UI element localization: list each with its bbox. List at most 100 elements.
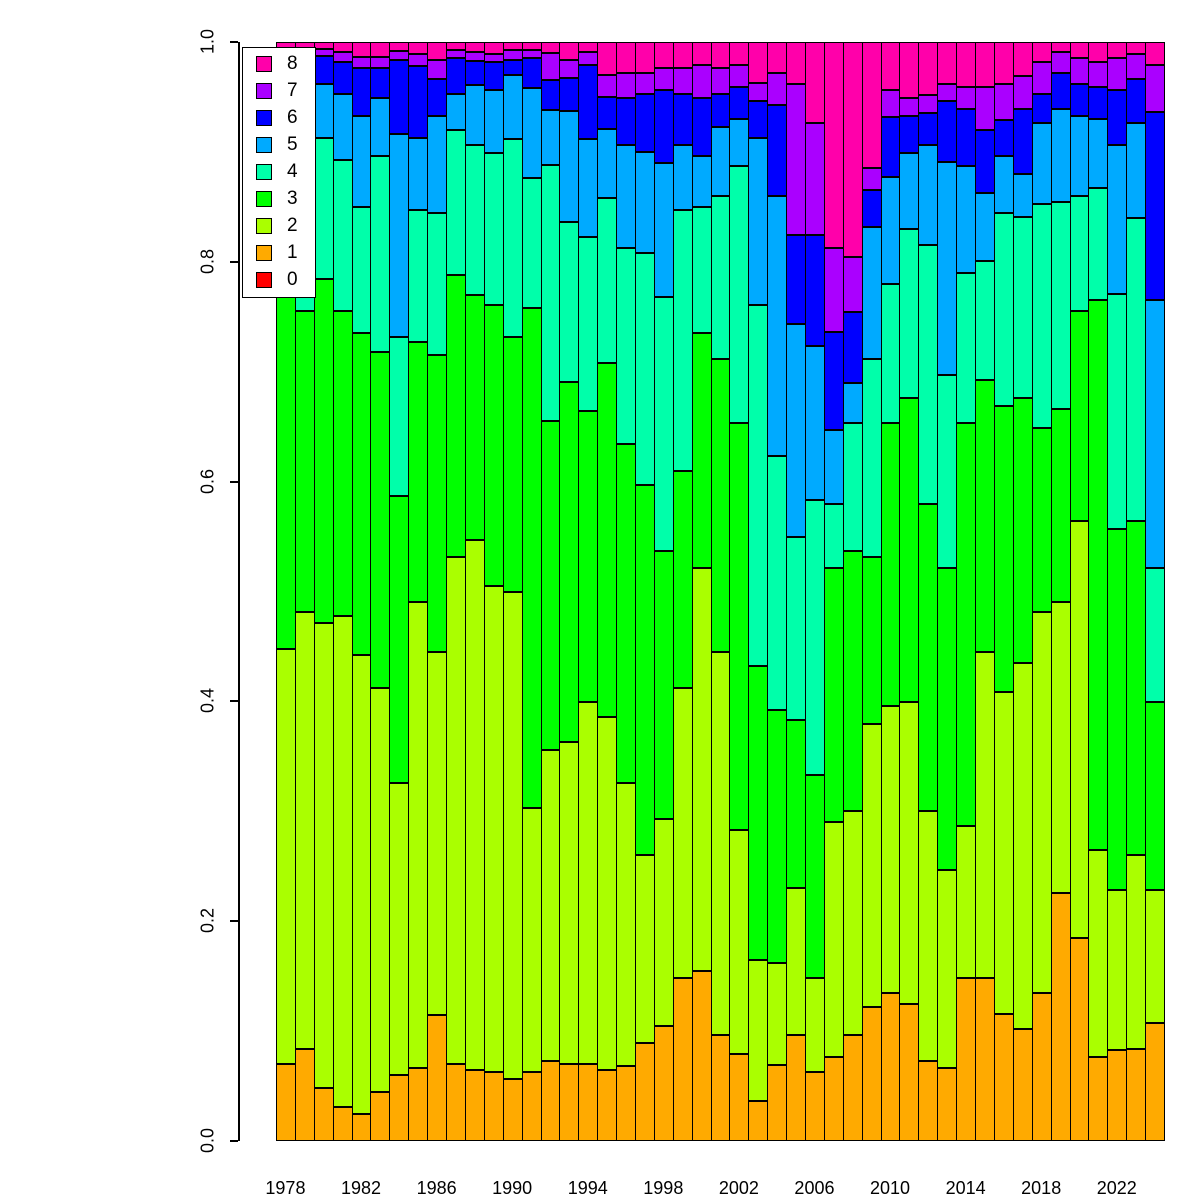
legend-label: 5 bbox=[287, 134, 298, 155]
bar-segment-cat6-1982 bbox=[352, 68, 371, 116]
bar-segment-cat5-2020 bbox=[1070, 116, 1089, 196]
legend-swatch-4 bbox=[256, 164, 272, 180]
bar-segment-cat4-1980 bbox=[314, 138, 334, 279]
bar-segment-cat3-1997 bbox=[635, 485, 655, 855]
bar-segment-cat2-1987 bbox=[446, 557, 466, 1064]
bar-segment-cat6-2006 bbox=[805, 235, 825, 346]
y-axis-tick-label: 0.8 bbox=[197, 248, 218, 274]
bar-segment-cat3-1980 bbox=[314, 279, 334, 623]
bar-segment-cat8-2008 bbox=[843, 42, 863, 257]
bar-segment-cat2-1984 bbox=[389, 783, 409, 1075]
bar-segment-cat3-2004 bbox=[767, 710, 787, 963]
bar-segment-cat8-1980 bbox=[314, 42, 334, 49]
legend-swatch-8 bbox=[256, 56, 272, 72]
bar-segment-cat1-2012 bbox=[918, 1061, 938, 1141]
bar-segment-cat6-2022 bbox=[1107, 90, 1127, 145]
bar-segment-cat3-1998 bbox=[654, 551, 674, 819]
bar-segment-cat4-2003 bbox=[748, 305, 768, 666]
bar-segment-cat7-1995 bbox=[597, 75, 617, 97]
bar-segment-cat2-2004 bbox=[767, 963, 787, 1065]
bar-segment-cat3-1984 bbox=[389, 496, 409, 783]
bar-segment-cat7-2005 bbox=[786, 84, 806, 235]
bar-segment-cat8-2018 bbox=[1032, 42, 1052, 62]
bar-segment-cat5-1991 bbox=[522, 88, 542, 178]
bar-segment-cat2-1990 bbox=[503, 592, 523, 1079]
bar-segment-cat1-2011 bbox=[899, 1004, 919, 1141]
bar-segment-cat2-1991 bbox=[522, 808, 542, 1072]
bar-segment-cat8-1996 bbox=[616, 42, 636, 73]
bar-segment-cat5-2003 bbox=[748, 138, 768, 305]
bar-segment-cat1-1978 bbox=[276, 1064, 296, 1141]
bar-segment-cat1-1995 bbox=[597, 1070, 617, 1141]
bar-segment-cat6-2004 bbox=[767, 105, 787, 196]
y-axis-tick-label: 0.4 bbox=[197, 688, 218, 714]
bar-segment-cat6-2024 bbox=[1145, 112, 1165, 300]
bar-segment-cat6-2010 bbox=[881, 117, 900, 177]
legend-item-8: 8 bbox=[243, 51, 315, 78]
bar-segment-cat6-1990 bbox=[503, 60, 523, 75]
bar-segment-cat8-2014 bbox=[956, 42, 976, 87]
bar-segment-cat6-2019 bbox=[1051, 73, 1071, 109]
bar-segment-cat1-1993 bbox=[559, 1064, 579, 1141]
bar-segment-cat3-2012 bbox=[918, 504, 938, 811]
bar-segment-cat5-1980 bbox=[314, 84, 334, 138]
bar-segment-cat5-2023 bbox=[1126, 123, 1146, 218]
bar-segment-cat1-1997 bbox=[635, 1043, 655, 1141]
bar-segment-cat2-1982 bbox=[352, 655, 371, 1114]
legend-swatch-1 bbox=[256, 245, 272, 261]
bar-segment-cat5-1998 bbox=[654, 163, 674, 297]
bar-segment-cat3-2013 bbox=[937, 568, 957, 870]
bar-segment-cat3-1985 bbox=[408, 342, 428, 602]
bar-segment-cat1-2024 bbox=[1145, 1023, 1165, 1141]
y-axis-tick bbox=[230, 920, 238, 923]
bar-segment-cat6-2013 bbox=[937, 101, 957, 162]
bar-segment-cat3-2017 bbox=[1013, 398, 1033, 663]
bar-segment-cat4-1994 bbox=[578, 237, 598, 411]
legend-label: 6 bbox=[287, 107, 298, 128]
bar-segment-cat1-1998 bbox=[654, 1026, 674, 1141]
bar-segment-cat6-2009 bbox=[862, 190, 882, 227]
bar-segment-cat6-1987 bbox=[446, 58, 466, 94]
bar-segment-cat8-1988 bbox=[465, 42, 485, 52]
bar-segment-cat7-2021 bbox=[1088, 62, 1108, 87]
bar-segment-cat7-1990 bbox=[503, 50, 523, 60]
bar-segment-cat6-2018 bbox=[1032, 94, 1052, 123]
bar-segment-cat1-2003 bbox=[748, 1101, 768, 1141]
legend-swatch-5 bbox=[256, 137, 272, 153]
bar-segment-cat7-2007 bbox=[824, 248, 844, 332]
bar-segment-cat3-1979 bbox=[295, 311, 315, 612]
bar-segment-cat6-1992 bbox=[541, 80, 560, 110]
bar-segment-cat1-2002 bbox=[729, 1054, 749, 1141]
bar-segment-cat3-1983 bbox=[370, 352, 390, 688]
bar-segment-cat2-2011 bbox=[899, 702, 919, 1004]
bar-segment-cat5-2021 bbox=[1088, 119, 1108, 188]
bar-segment-cat8-2006 bbox=[805, 42, 825, 123]
bar-segment-cat5-1999 bbox=[673, 145, 693, 210]
y-axis-tick bbox=[230, 260, 238, 263]
bar-segment-cat6-1999 bbox=[673, 94, 693, 145]
bar-segment-cat8-2007 bbox=[824, 42, 844, 248]
bar-segment-cat2-2022 bbox=[1107, 890, 1127, 1050]
bar-segment-cat7-2016 bbox=[994, 84, 1014, 120]
bar-segment-cat6-2008 bbox=[843, 312, 863, 383]
bar-segment-cat5-2006 bbox=[805, 346, 825, 500]
bar-segment-cat1-1981 bbox=[333, 1107, 353, 1141]
bar-segment-cat4-2014 bbox=[956, 273, 976, 423]
bar-segment-cat3-2002 bbox=[729, 423, 749, 830]
bar-segment-cat7-2023 bbox=[1126, 54, 1146, 79]
bar-segment-cat1-2022 bbox=[1107, 1050, 1127, 1141]
bar-segment-cat2-2014 bbox=[956, 826, 976, 978]
bar-segment-cat2-1986 bbox=[427, 652, 447, 1015]
bar-segment-cat8-2019 bbox=[1051, 42, 1071, 52]
bar-segment-cat8-1998 bbox=[654, 42, 674, 68]
bar-segment-cat4-2013 bbox=[937, 375, 957, 568]
bar-segment-cat3-2005 bbox=[786, 720, 806, 888]
bar-segment-cat4-2015 bbox=[975, 261, 995, 380]
bar-segment-cat8-2022 bbox=[1107, 42, 1127, 58]
bar-segment-cat3-2016 bbox=[994, 406, 1014, 692]
y-axis-tick-label: 0.6 bbox=[197, 468, 218, 494]
bar-segment-cat7-1998 bbox=[654, 68, 674, 90]
bar-segment-cat4-2009 bbox=[862, 359, 882, 557]
bar-segment-cat5-1994 bbox=[578, 139, 598, 237]
bar-segment-cat5-1993 bbox=[559, 111, 579, 222]
